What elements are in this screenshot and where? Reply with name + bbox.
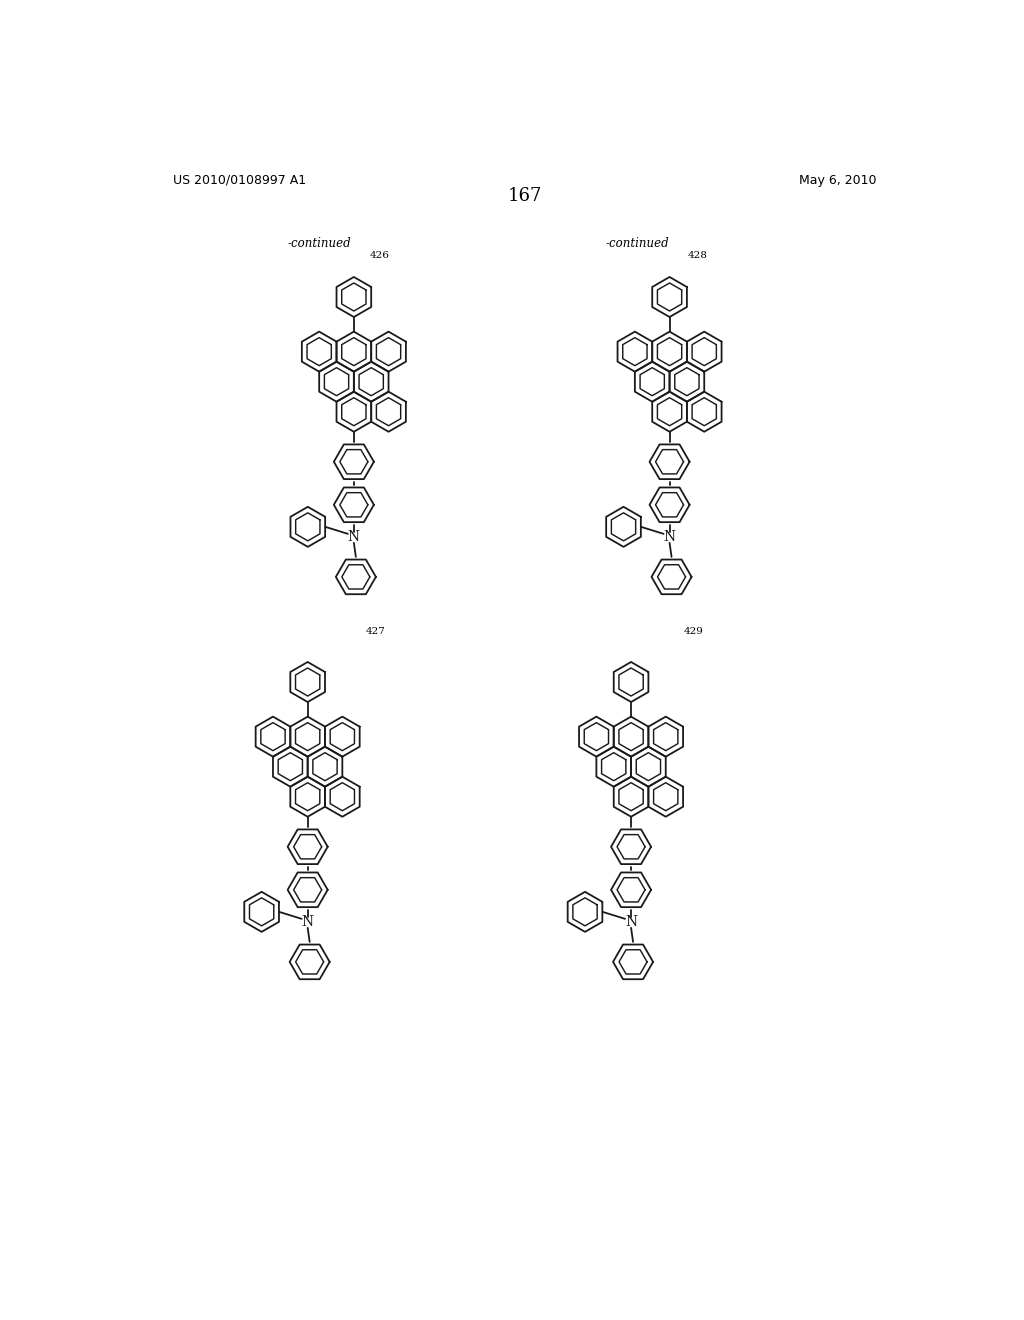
Text: -continued: -continued [288,238,351,249]
Text: May 6, 2010: May 6, 2010 [799,174,877,187]
Text: N: N [664,529,676,544]
Text: 428: 428 [687,251,708,260]
Text: N: N [302,915,313,929]
Text: 426: 426 [370,251,389,260]
Text: 167: 167 [508,187,542,205]
Text: N: N [625,915,637,929]
Text: -continued: -continued [605,238,669,249]
Text: US 2010/0108997 A1: US 2010/0108997 A1 [173,174,306,187]
Text: N: N [348,529,359,544]
Text: 429: 429 [683,627,703,635]
Text: 427: 427 [366,627,385,635]
